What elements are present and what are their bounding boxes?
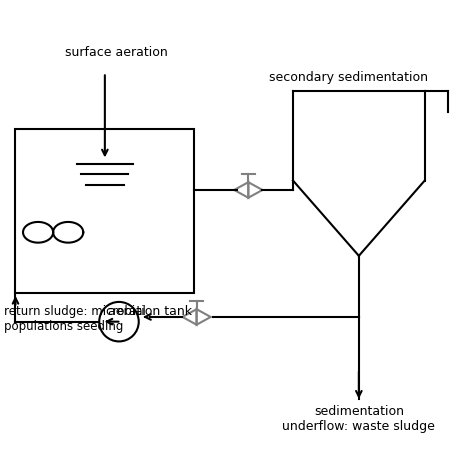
Bar — [16, 129, 194, 293]
Text: secondary sedimentation: secondary sedimentation — [270, 71, 428, 84]
Text: surface aeration: surface aeration — [65, 46, 168, 59]
Text: return sludge: microbial
populations seeding: return sludge: microbial populations see… — [4, 305, 146, 333]
Text: sedimentation
underflow: waste sludge: sedimentation underflow: waste sludge — [283, 405, 435, 433]
Text: aeration tank: aeration tank — [109, 305, 192, 318]
